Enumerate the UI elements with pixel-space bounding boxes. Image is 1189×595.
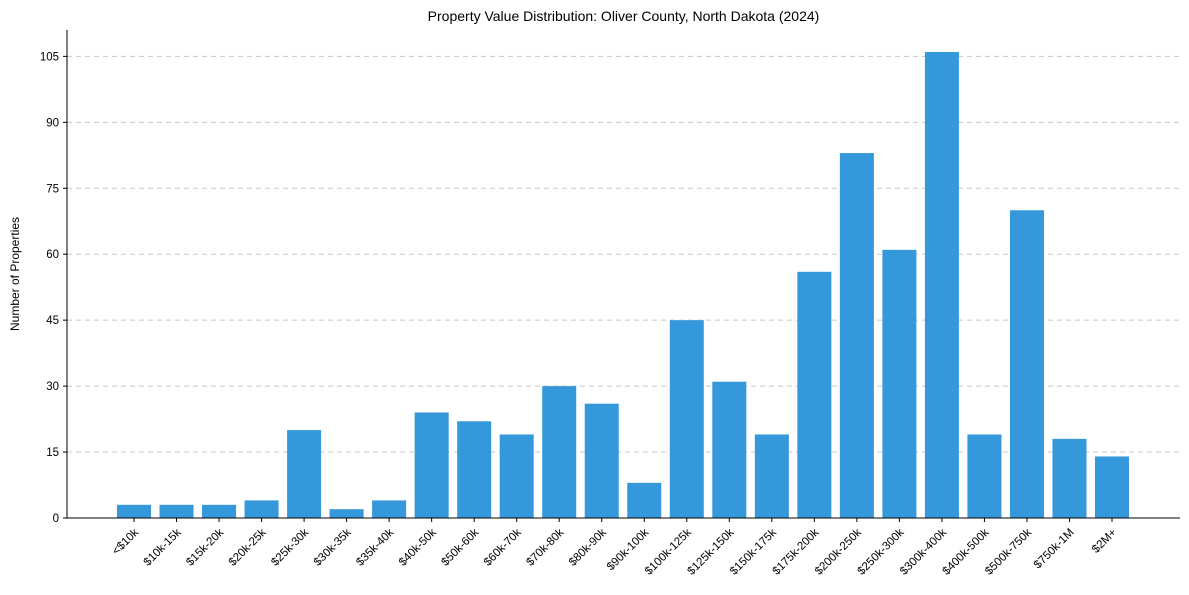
x-tick-label: $40k-50k — [397, 526, 439, 568]
y-tick-label: 15 — [46, 447, 59, 459]
bar — [839, 153, 874, 518]
bar — [1052, 438, 1087, 518]
bar — [882, 249, 917, 518]
y-tick-label: 30 — [46, 381, 59, 393]
bar — [924, 51, 959, 518]
bar — [584, 403, 619, 518]
x-tick-label: $750k-1M — [1032, 527, 1077, 572]
y-tick-label: 75 — [46, 183, 59, 195]
bar — [1094, 456, 1130, 518]
y-tick-label: 0 — [53, 513, 59, 525]
x-tick-label: $20k-25k — [227, 526, 269, 568]
x-tick-label: $60k-70k — [482, 526, 524, 568]
x-tick-label: $15k-20k — [184, 526, 226, 568]
bar — [202, 504, 237, 518]
bar — [967, 434, 1002, 518]
bar — [797, 271, 832, 518]
x-tick-label: $10k-15k — [142, 526, 184, 568]
x-tick-label: $80k-90k — [567, 526, 609, 568]
x-tick-label: <$10k — [110, 526, 141, 557]
y-tick-label: 60 — [46, 249, 59, 261]
x-tick-label: $50k-60k — [439, 526, 481, 568]
bar — [287, 430, 322, 518]
bar — [372, 500, 407, 518]
y-tick-label: 90 — [46, 117, 59, 129]
bar — [457, 421, 492, 518]
bar — [542, 386, 577, 518]
bars — [116, 51, 1130, 518]
bar — [244, 500, 279, 518]
x-tick-label: $70k-80k — [524, 526, 566, 568]
x-tick-label: $2M+ — [1090, 526, 1119, 555]
chart-title: Property Value Distribution: Oliver Coun… — [428, 8, 820, 24]
bar — [669, 320, 704, 518]
bar — [499, 434, 534, 518]
x-tick-label: $25k-30k — [269, 526, 311, 568]
bar — [329, 509, 364, 518]
bar — [116, 504, 152, 518]
x-tick-label: $500k-750k — [983, 526, 1034, 577]
y-axis-label: Number of Properties — [8, 217, 22, 331]
bar — [159, 504, 194, 518]
x-tick-label: $35k-40k — [354, 526, 396, 568]
x-ticks: <$10k $10k-15k $15k-20k $20k-25k $25k-30k $30… — [110, 518, 1119, 578]
y-tick-label: 105 — [40, 51, 59, 63]
bar — [1009, 210, 1044, 518]
y-tick-label: 45 — [46, 315, 59, 327]
y-ticks: 0 15 30 45 60 75 90 105 — [40, 51, 67, 525]
bar — [627, 482, 662, 518]
bar — [712, 381, 747, 518]
axes — [66, 30, 1180, 519]
x-tick-label: $30k-35k — [312, 526, 354, 568]
bar — [754, 434, 789, 518]
bar — [414, 412, 449, 518]
